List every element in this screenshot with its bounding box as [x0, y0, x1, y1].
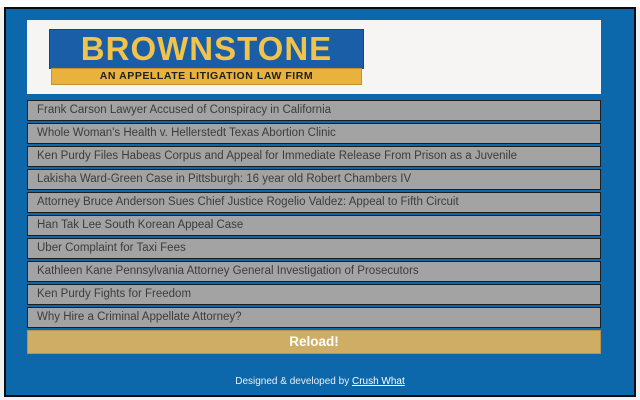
footer-credit: Designed & developed by Crush What — [6, 375, 634, 388]
top-strip — [0, 0, 640, 7]
list-item[interactable]: Frank Carson Lawyer Accused of Conspirac… — [27, 100, 601, 121]
footer-credit-prefix: Designed & developed by — [235, 376, 352, 387]
headline-label: Ken Purdy Files Habeas Corpus and Appeal… — [37, 150, 518, 162]
brownstone-logo[interactable]: BROWNSTONE AN APPELLATE LITIGATION LAW F… — [49, 29, 364, 85]
headline-label: Whole Woman's Health v. Hellerstedt Texa… — [37, 127, 336, 139]
list-item[interactable]: Uber Complaint for Taxi Fees — [27, 238, 601, 259]
headline-label: Attorney Bruce Anderson Sues Chief Justi… — [37, 196, 459, 208]
list-item[interactable]: Han Tak Lee South Korean Appeal Case — [27, 215, 601, 236]
list-item[interactable]: Lakisha Ward-Green Case in Pittsburgh: 1… — [27, 169, 601, 190]
headline-label: Uber Complaint for Taxi Fees — [37, 242, 186, 254]
reload-button[interactable]: Reload! — [27, 330, 601, 354]
logo-wordmark: BROWNSTONE — [80, 30, 333, 67]
logo-card: BROWNSTONE AN APPELLATE LITIGATION LAW F… — [27, 20, 601, 94]
footer-credit-link[interactable]: Crush What — [351, 376, 405, 387]
headline-list: Frank Carson Lawyer Accused of Conspirac… — [27, 100, 601, 354]
list-item[interactable]: Why Hire a Criminal Appellate Attorney? — [27, 307, 601, 328]
headline-label: Why Hire a Criminal Appellate Attorney? — [37, 311, 242, 323]
headline-label: Han Tak Lee South Korean Appeal Case — [37, 219, 244, 231]
logo-blue-box — [49, 29, 364, 69]
reload-button-label: Reload! — [289, 334, 339, 349]
headline-label: Frank Carson Lawyer Accused of Conspirac… — [37, 104, 332, 116]
list-item[interactable]: Ken Purdy Files Habeas Corpus and Appeal… — [27, 146, 601, 167]
list-item[interactable]: Attorney Bruce Anderson Sues Chief Justi… — [27, 192, 601, 213]
headline-label: Lakisha Ward-Green Case in Pittsburgh: 1… — [37, 173, 412, 185]
list-item[interactable]: Kathleen Kane Pennsylvania Attorney Gene… — [27, 261, 601, 282]
page-frame: BROWNSTONE AN APPELLATE LITIGATION LAW F… — [4, 7, 636, 397]
list-item[interactable]: Ken Purdy Fights for Freedom — [27, 284, 601, 305]
logo-tagline: AN APPELLATE LITIGATION LAW FIRM — [51, 68, 362, 85]
headline-label: Kathleen Kane Pennsylvania Attorney Gene… — [37, 265, 419, 277]
list-item[interactable]: Whole Woman's Health v. Hellerstedt Texa… — [27, 123, 601, 144]
headline-label: Ken Purdy Fights for Freedom — [37, 288, 192, 300]
